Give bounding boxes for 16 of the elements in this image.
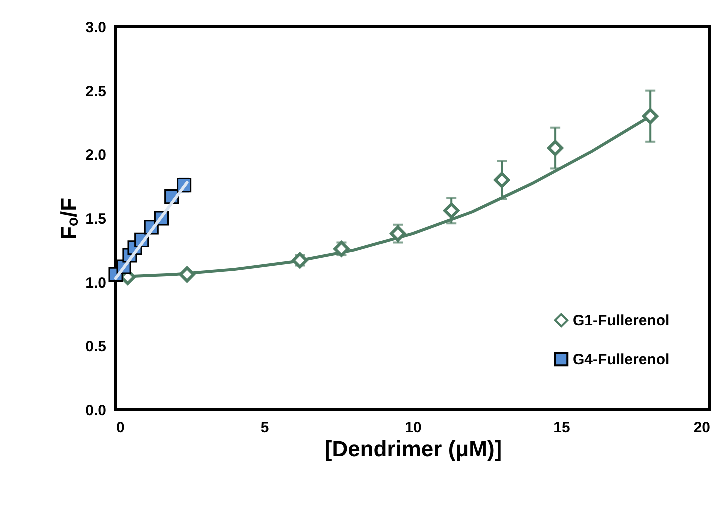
y-tick-label: 1.5 (86, 211, 106, 228)
x-tick-label: 0 (116, 420, 125, 436)
legend-label: G1-Fullerenol (573, 312, 670, 330)
y-axis-title: Fₒ/F (56, 198, 82, 240)
legend-label: G4-Fullerenol (573, 352, 670, 368)
x-tick-label: 15 (554, 420, 570, 436)
x-axis-title: [Dendrimer (μM)] (324, 436, 502, 462)
x-tick-label: 10 (405, 420, 422, 436)
y-tick-label: 0.0 (86, 402, 106, 420)
y-tick-label: 0.5 (86, 338, 106, 356)
y-tick-label: 2.0 (86, 147, 106, 164)
y-tick-label: 1.0 (86, 274, 106, 292)
y-tick-label: 2.5 (86, 83, 106, 100)
y-tick-label: 3.0 (86, 20, 106, 36)
x-tick-label: 20 (694, 420, 710, 436)
x-tick-label: 5 (260, 420, 270, 436)
